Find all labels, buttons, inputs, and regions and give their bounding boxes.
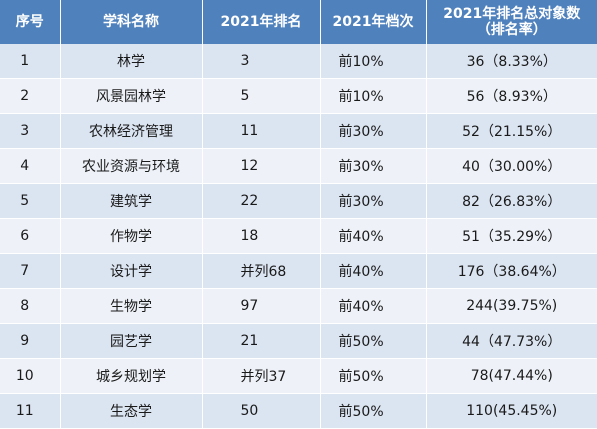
cell-index: 9	[0, 323, 61, 359]
cell-index: 1	[0, 44, 61, 79]
table-row: 2 风景园林学 5 前10% 56（8.93%）	[0, 78, 597, 114]
cell-rank: 18	[202, 218, 321, 254]
cell-rank: 22	[202, 183, 321, 219]
table-row: 8 生物学 97 前40% 244(39.75%)	[0, 288, 597, 324]
cell-index: 5	[0, 183, 61, 219]
cell-subject: 城乡规划学	[60, 358, 203, 394]
cell-level: 前50%	[320, 393, 427, 429]
cell-rank: 并列37	[202, 358, 321, 394]
cell-subject: 林学	[60, 44, 203, 79]
cell-total-rate: 110(45.45%)	[426, 393, 597, 429]
cell-level: 前30%	[320, 148, 427, 184]
cell-subject: 建筑学	[60, 183, 203, 219]
cell-level: 前40%	[320, 218, 427, 254]
header-subject: 学科名称	[60, 0, 203, 44]
cell-level: 前50%	[320, 358, 427, 394]
header-total-line1: 2021年排名总对象数	[443, 6, 581, 22]
cell-subject: 农林经济管理	[60, 113, 203, 149]
cell-index: 3	[0, 113, 61, 149]
cell-total-rate: 52（21.15%）	[426, 113, 597, 149]
cell-subject: 生物学	[60, 288, 203, 324]
table-row: 1 林学 3 前10% 36（8.33%）	[0, 44, 597, 79]
cell-total-rate: 176（38.64%）	[426, 253, 597, 289]
cell-index: 10	[0, 358, 61, 394]
header-total-line2: （排名率）	[476, 22, 547, 38]
table-row: 11 生态学 50 前50% 110(45.45%)	[0, 393, 597, 429]
cell-total-rate: 40（30.00%）	[426, 148, 597, 184]
table-row: 3 农林经济管理 11 前30% 52（21.15%）	[0, 113, 597, 149]
cell-rank: 21	[202, 323, 321, 359]
table-body: 1 林学 3 前10% 36（8.33%） 2 风景园林学 5 前10% 56（8.93%） 3 农林…	[0, 44, 597, 429]
cell-total-rate: 36（8.33%）	[426, 44, 597, 79]
cell-total-rate: 82（26.83%）	[426, 183, 597, 219]
table-header-row: 序号 学科名称 2021年排名 2021年档次 2021年排名总对象数 （排名率…	[0, 0, 597, 44]
header-index: 序号	[0, 0, 61, 44]
cell-index: 7	[0, 253, 61, 289]
cell-total-rate: 244(39.75%)	[426, 288, 597, 324]
cell-index: 4	[0, 148, 61, 184]
cell-rank: 并列68	[202, 253, 321, 289]
cell-level: 前10%	[320, 78, 427, 114]
cell-index: 8	[0, 288, 61, 324]
cell-subject: 农业资源与环境	[60, 148, 203, 184]
cell-level: 前40%	[320, 288, 427, 324]
cell-level: 前30%	[320, 183, 427, 219]
cell-level: 前50%	[320, 323, 427, 359]
cell-index: 2	[0, 78, 61, 114]
table-row: 4 农业资源与环境 12 前30% 40（30.00%）	[0, 148, 597, 184]
table-row: 6 作物学 18 前40% 51（35.29%）	[0, 218, 597, 254]
cell-subject: 园艺学	[60, 323, 203, 359]
cell-rank: 3	[202, 44, 321, 79]
cell-index: 11	[0, 393, 61, 429]
table-row: 5 建筑学 22 前30% 82（26.83%）	[0, 183, 597, 219]
cell-rank: 50	[202, 393, 321, 429]
cell-index: 6	[0, 218, 61, 254]
header-rank-2021: 2021年排名	[202, 0, 321, 44]
cell-rank: 5	[202, 78, 321, 114]
cell-rank: 97	[202, 288, 321, 324]
cell-rank: 11	[202, 113, 321, 149]
cell-subject: 设计学	[60, 253, 203, 289]
cell-total-rate: 78(47.44%)	[426, 358, 597, 394]
table-row: 10 城乡规划学 并列37 前50% 78(47.44%)	[0, 358, 597, 394]
cell-total-rate: 56（8.93%）	[426, 78, 597, 114]
header-total-and-rate: 2021年排名总对象数 （排名率）	[426, 0, 597, 44]
cell-subject: 风景园林学	[60, 78, 203, 114]
cell-total-rate: 44（47.73%）	[426, 323, 597, 359]
header-level-2021: 2021年档次	[320, 0, 427, 44]
cell-rank: 12	[202, 148, 321, 184]
cell-level: 前40%	[320, 253, 427, 289]
table-row: 7 设计学 并列68 前40% 176（38.64%）	[0, 253, 597, 289]
cell-subject: 作物学	[60, 218, 203, 254]
cell-level: 前10%	[320, 44, 427, 79]
table-row: 9 园艺学 21 前50% 44（47.73%）	[0, 323, 597, 359]
cell-subject: 生态学	[60, 393, 203, 429]
cell-level: 前30%	[320, 113, 427, 149]
cell-total-rate: 51（35.29%）	[426, 218, 597, 254]
